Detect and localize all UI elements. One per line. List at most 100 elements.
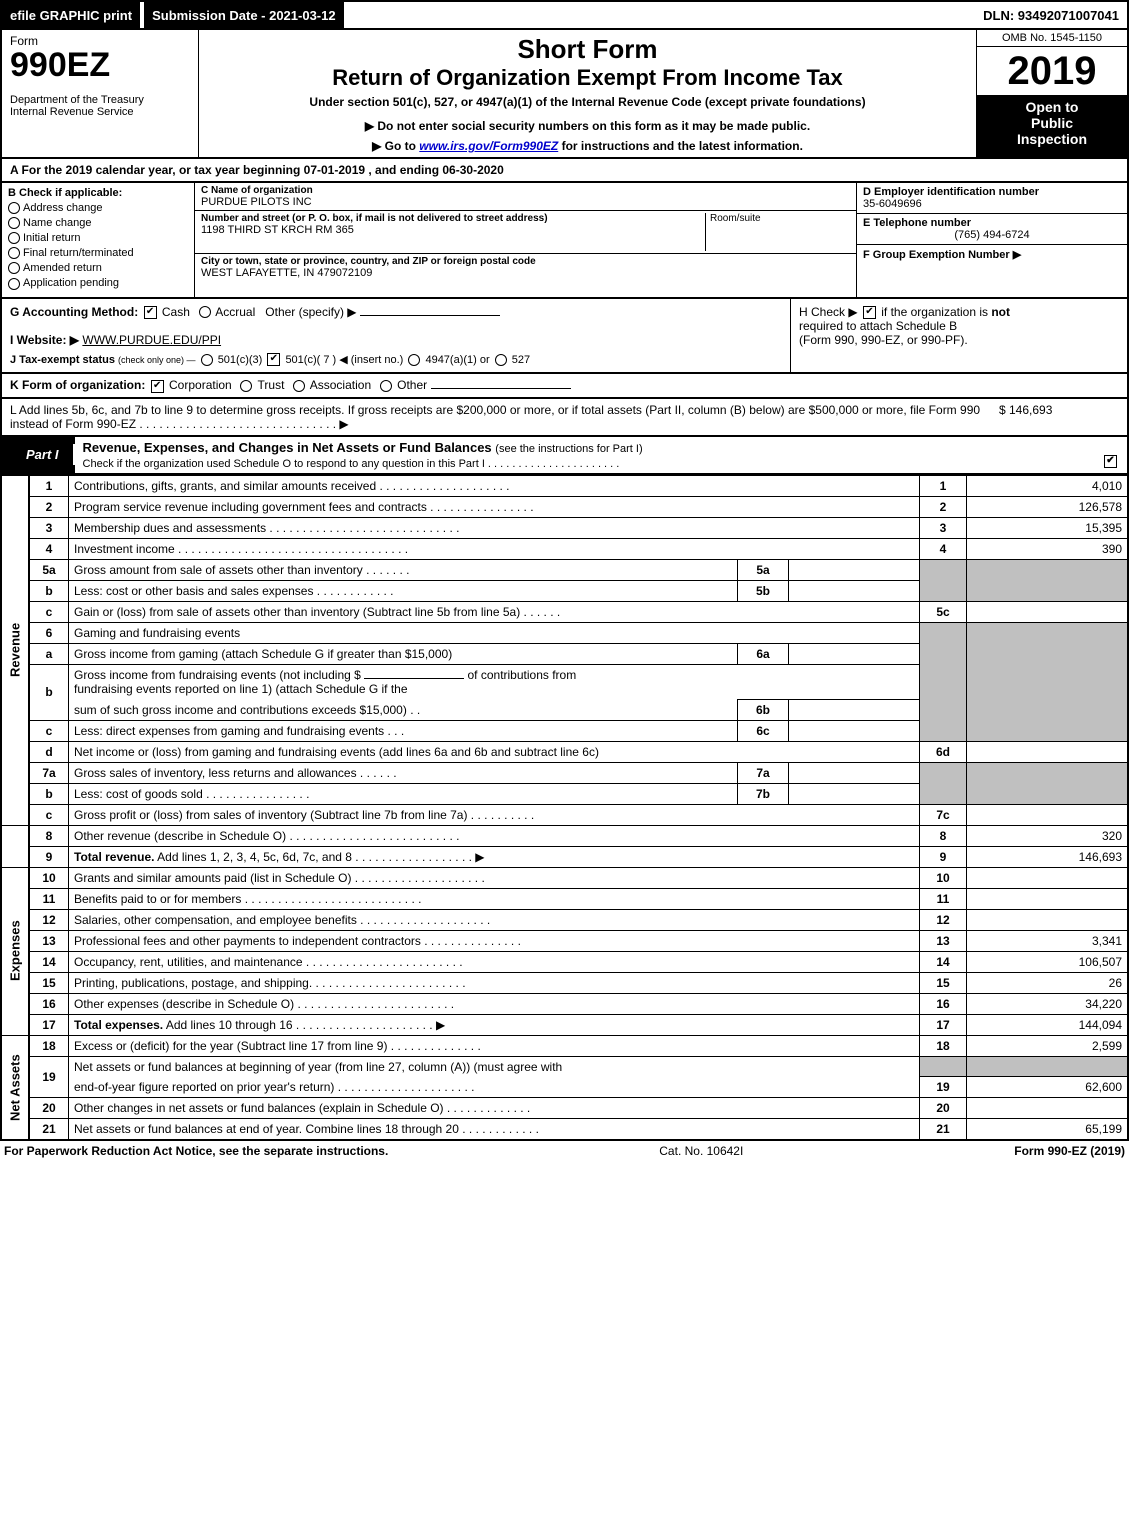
p1-title-hint: (see the instructions for Part I) [495,443,642,455]
chk-501c3[interactable] [201,354,213,366]
ln-12-num: 12 [29,909,69,930]
chk-sched-o-p1[interactable]: ✔ [1104,455,1117,468]
ln-4-desc: Investment income . . . . . . . . . . . … [69,538,920,559]
chk-cash[interactable]: ✔ [144,306,157,319]
ln-3-num: 3 [29,517,69,538]
chk-other-org[interactable] [380,380,392,392]
chk-amended-return[interactable]: Amended return [8,262,188,274]
ln-9-rnum: 9 [920,846,967,867]
dln-label: DLN: 93492071007041 [975,2,1127,28]
ein-value: 35-6049696 [863,198,1121,210]
chk-501c[interactable]: ✔ [267,353,280,366]
ln-6a-sn: 6a [738,643,789,664]
ln-7b-sv [789,783,920,804]
chk-initial-return[interactable]: Initial return [8,232,188,244]
ln-8-rnum: 8 [920,825,967,846]
accrual-label: Accrual [215,305,255,319]
efile-label[interactable]: efile GRAPHIC print [2,2,140,28]
ln-14-desc: Occupancy, rent, utilities, and maintena… [69,951,920,972]
i-label: I Website: ▶ [10,333,79,347]
ln-4-rnum: 4 [920,538,967,559]
ln-7b-num: b [29,783,69,804]
l-gross-receipts: L Add lines 5b, 6c, and 7b to line 9 to … [0,399,1129,437]
p1-subline: Check if the organization used Schedule … [83,458,620,470]
chk-application-pending[interactable]: Application pending [8,277,188,289]
footer-left: For Paperwork Reduction Act Notice, see … [4,1144,388,1158]
j-sub: (check only one) — [118,355,196,365]
ln-6d-desc: Net income or (loss) from gaming and fun… [69,741,920,762]
revenue-side-label: Revenue [1,475,29,825]
h-t3: required to attach Schedule B [799,319,957,333]
ln-18-desc: Excess or (deficit) for the year (Subtra… [69,1035,920,1056]
ln-7c-num: c [29,804,69,825]
chk-corp[interactable]: ✔ [151,380,164,393]
header-center: Short Form Return of Organization Exempt… [199,30,976,157]
chk-527[interactable] [495,354,507,366]
col-b-checkboxes: B Check if applicable: Address change Na… [2,183,195,297]
ln-6-shade-v [967,622,1129,741]
ln-19-desc2: end-of-year figure reported on prior yea… [69,1077,920,1098]
j-o4: 527 [512,354,530,366]
chk-final-return[interactable]: Final return/terminated [8,247,188,259]
chk-assoc[interactable] [293,380,305,392]
chk-label: Amended return [23,262,102,274]
ln-5c-val [967,601,1129,622]
ln-3-val: 15,395 [967,517,1129,538]
irs-link[interactable]: www.irs.gov/Form990EZ [419,139,558,153]
ln-5c-rnum: 5c [920,601,967,622]
chk-address-change[interactable]: Address change [8,202,188,214]
ln-20-desc: Other changes in net assets or fund bala… [69,1098,920,1119]
city-row: City or town, state or province, country… [195,254,856,296]
ln-8-val: 320 [967,825,1129,846]
other-specify-input[interactable] [360,315,500,316]
ln-8-num: 8 [29,825,69,846]
ln-6-desc: Gaming and fundraising events [69,622,920,643]
ln-15-num: 15 [29,972,69,993]
chk-label: Address change [23,202,103,214]
other-specify-label: Other (specify) ▶ [265,305,356,319]
ln-9-desc: Total revenue. Add lines 1, 2, 3, 4, 5c,… [69,846,920,867]
org-name: PURDUE PILOTS INC [201,196,850,208]
ln-7ab-shade-v [967,762,1129,804]
ln-6b-desc3: sum of such gross income and contributio… [69,699,738,720]
p1-title-main: Revenue, Expenses, and Changes in Net As… [83,440,492,455]
ln-7c-val [967,804,1129,825]
ln-13-rnum: 13 [920,930,967,951]
insp-1: Open to [1026,99,1079,115]
form-header: Form 990EZ Department of the Treasury In… [0,30,1129,159]
ln-1-num: 1 [29,475,69,496]
omb-number: OMB No. 1545-1150 [977,30,1127,47]
chk-name-change[interactable]: Name change [8,217,188,229]
ln-7a-desc: Gross sales of inventory, less returns a… [69,762,738,783]
part-1-title: Revenue, Expenses, and Changes in Net As… [75,437,1127,473]
ln-8-desc: Other revenue (describe in Schedule O) .… [69,825,920,846]
g-label: G Accounting Method: [10,305,138,319]
part-1-tag: Part I [2,444,75,465]
chk-4947[interactable] [408,354,420,366]
chk-sched-b[interactable]: ✔ [863,306,876,319]
ln-16-rnum: 16 [920,993,967,1014]
chk-accrual[interactable] [199,306,211,318]
org-name-row: C Name of organization PURDUE PILOTS INC [195,183,856,211]
ln-2-num: 2 [29,496,69,517]
rev-side-end [1,846,29,867]
ln-5a-desc: Gross amount from sale of assets other t… [69,559,738,580]
treasury-dept: Department of the Treasury Internal Reve… [10,94,190,118]
ln-12-rnum: 12 [920,909,967,930]
chk-trust[interactable] [240,380,252,392]
ln-6d-val [967,741,1129,762]
ln-9-num: 9 [29,846,69,867]
k-other-input[interactable] [431,388,571,389]
ln-11-val [967,888,1129,909]
ln-10-rnum: 10 [920,867,967,888]
ln-7ab-shade [920,762,967,804]
ln-6b-blank[interactable] [364,678,464,679]
ln-16-num: 16 [29,993,69,1014]
ln-6a-sv [789,643,920,664]
ln-15-val: 26 [967,972,1129,993]
ln-9-val: 146,693 [967,846,1129,867]
topbar-spacer [344,2,976,28]
ln-15-rnum: 15 [920,972,967,993]
ln-18-val: 2,599 [967,1035,1129,1056]
ln-7a-num: 7a [29,762,69,783]
